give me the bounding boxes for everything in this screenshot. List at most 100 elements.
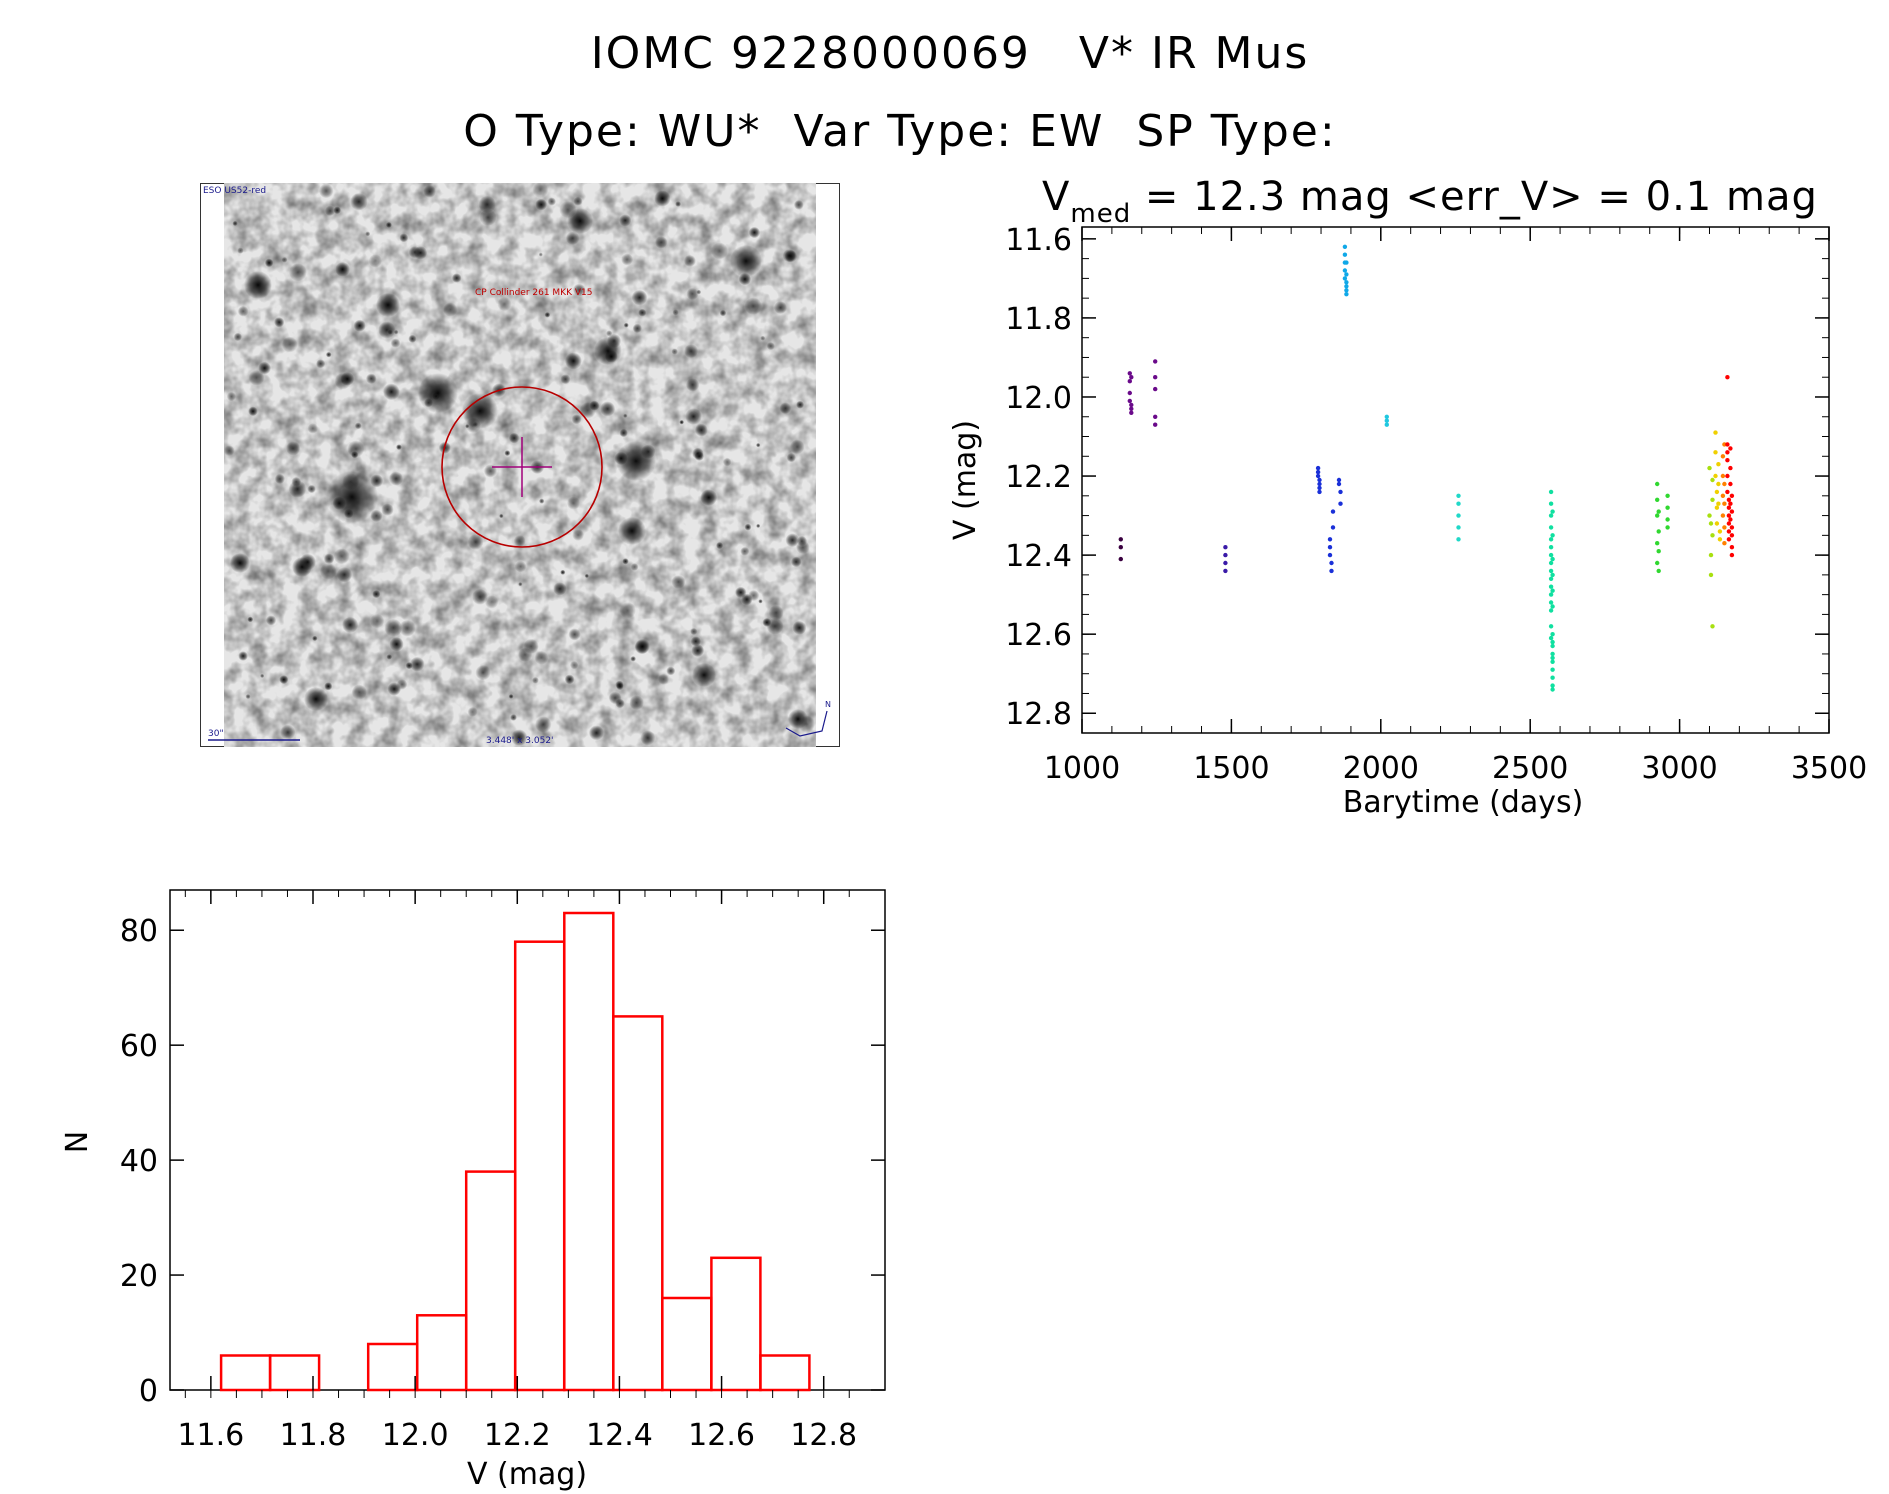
star-field	[223, 183, 816, 746]
star	[539, 498, 545, 504]
star	[553, 582, 567, 596]
lc-data-point	[1716, 501, 1721, 506]
star	[568, 628, 581, 641]
star	[518, 582, 523, 587]
lc-data-point	[1550, 683, 1555, 688]
star	[619, 428, 628, 438]
star	[353, 319, 366, 332]
star	[288, 263, 307, 282]
hist-y-tick-label: 20	[120, 1259, 158, 1294]
lc-data-point	[1728, 481, 1733, 487]
lc-data-point	[1716, 481, 1721, 487]
lc-data-point	[1722, 525, 1727, 530]
star	[396, 444, 402, 450]
star	[386, 654, 393, 660]
star	[654, 190, 671, 207]
lc-data-point	[1710, 477, 1715, 483]
lc-data-point	[1127, 379, 1132, 384]
star	[559, 201, 577, 219]
star	[738, 272, 752, 286]
lc-data-point	[1336, 477, 1342, 483]
lc-data-point	[1722, 541, 1727, 546]
star	[451, 273, 462, 283]
lc-data-point	[1713, 430, 1718, 435]
lc-data-point	[1329, 560, 1334, 566]
hist-x-tick-label: 12.4	[586, 1418, 653, 1453]
star	[514, 560, 527, 573]
hist-y-tick-label: 80	[120, 914, 158, 949]
star	[547, 197, 556, 206]
lc-title-rest: = 12.3 mag <err_V> = 0.1 mag	[1131, 175, 1818, 220]
star	[694, 451, 705, 462]
lc-data-point	[1456, 493, 1461, 498]
star	[318, 183, 334, 199]
star	[264, 258, 274, 268]
lc-data-point	[1655, 497, 1660, 502]
lc-data-point	[1656, 568, 1661, 574]
star	[619, 602, 636, 619]
star	[666, 666, 676, 676]
star	[258, 361, 271, 375]
star	[790, 556, 802, 568]
lc-data-point	[1550, 509, 1555, 514]
star	[351, 684, 367, 700]
lc-data-point	[1327, 552, 1333, 558]
object-title: IOMC 9228000069 V* IR Mus	[590, 28, 1310, 79]
lc-data-point	[1710, 624, 1715, 629]
star	[768, 605, 784, 621]
lc-data-point	[1344, 292, 1349, 297]
star	[629, 695, 644, 710]
lc-xlabel: Barytime (days)	[1343, 785, 1584, 820]
lc-data-point	[1728, 446, 1733, 451]
lc-data-point	[1713, 450, 1718, 455]
star	[333, 206, 341, 215]
star	[266, 615, 277, 626]
star	[700, 489, 718, 506]
star	[398, 619, 416, 637]
star	[606, 333, 622, 348]
star	[226, 391, 237, 402]
lc-data-point	[1655, 560, 1660, 566]
star	[588, 725, 604, 741]
star	[641, 444, 656, 459]
star	[413, 246, 428, 260]
star	[390, 338, 401, 348]
star	[325, 351, 332, 358]
star	[798, 715, 816, 733]
star	[535, 716, 552, 733]
star	[472, 588, 488, 605]
star	[499, 513, 504, 519]
hist-bar	[415, 1314, 468, 1392]
lc-x-tick-label: 2500	[1492, 751, 1568, 786]
lc-y-tick-label: 12.0	[1005, 381, 1072, 416]
lc-data-point	[1118, 545, 1123, 550]
lc-data-point	[1548, 560, 1554, 566]
star	[424, 398, 433, 408]
star	[672, 309, 679, 316]
lc-data-point	[1714, 505, 1720, 510]
hist-bar	[612, 1015, 664, 1392]
lc-data-point	[1717, 529, 1723, 534]
star	[389, 471, 404, 486]
hist-x-tick-label: 12.2	[484, 1418, 551, 1453]
star	[535, 198, 548, 211]
lc-data-point	[1329, 568, 1334, 574]
lc-data-point	[1550, 651, 1555, 657]
lc-data-point	[1548, 501, 1554, 506]
star	[432, 392, 440, 400]
star	[510, 729, 528, 746]
lc-data-point	[1726, 497, 1732, 502]
star	[572, 529, 584, 541]
lc-data-point	[1342, 276, 1348, 281]
star	[365, 373, 377, 384]
lc-data-point	[1129, 410, 1134, 415]
star	[683, 254, 696, 267]
star	[408, 334, 417, 343]
star	[260, 673, 265, 678]
hist-x-tick-label: 11.6	[177, 1418, 244, 1453]
lc-data-point	[1550, 659, 1555, 664]
lc-data-point	[1456, 501, 1461, 506]
lc-data-point	[1720, 454, 1726, 459]
lc-data-point	[1728, 517, 1733, 522]
lc-data-point	[1129, 375, 1134, 380]
